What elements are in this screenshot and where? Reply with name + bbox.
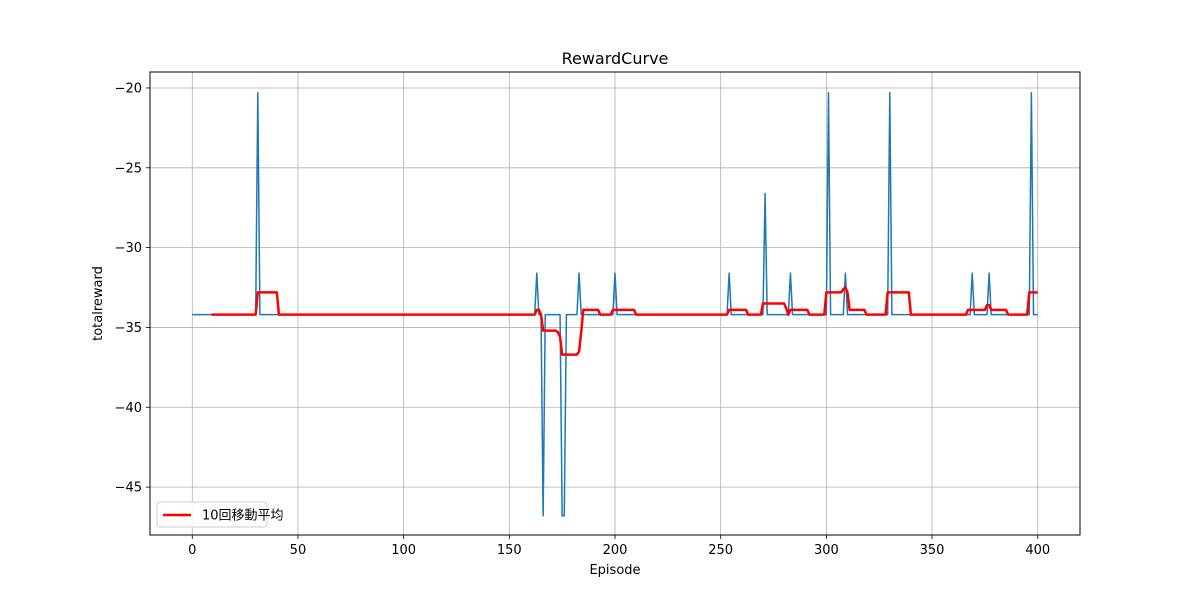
y-tick-label: −30 — [115, 241, 142, 256]
x-tick-label: 0 — [188, 543, 196, 558]
x-tick-label: 300 — [814, 543, 839, 558]
series-lines — [192, 92, 1038, 517]
moving-average-line — [211, 286, 1038, 356]
x-tick-label: 100 — [391, 543, 416, 558]
legend: 10回移動平均 — [156, 501, 284, 528]
x-tick-label: 200 — [603, 543, 628, 558]
y-tick-label: −35 — [115, 321, 142, 336]
x-tick-label: 50 — [290, 543, 307, 558]
y-axis-label: totalreward — [91, 266, 106, 341]
legend-box — [156, 501, 268, 528]
y-tick-label: −20 — [115, 81, 142, 96]
y-tick-label: −25 — [115, 161, 142, 176]
grid-lines — [150, 72, 1080, 535]
y-tick-label: −45 — [115, 481, 142, 496]
axis-ticks: 0 50 100 150 200 250 300 350 400 −20 −25 −30 −35 −40 −… — [115, 81, 1051, 558]
chart-title: RewardCurve — [562, 49, 669, 68]
raw-reward-line — [192, 92, 1038, 517]
x-tick-label: 350 — [920, 543, 945, 558]
legend-label-moving-average: 10回移動平均 — [202, 509, 284, 524]
x-tick-label: 250 — [708, 543, 733, 558]
x-axis-label: Episode — [589, 563, 640, 578]
x-tick-label: 400 — [1025, 543, 1050, 558]
x-tick-label: 150 — [497, 543, 522, 558]
y-tick-label: −40 — [115, 401, 142, 416]
